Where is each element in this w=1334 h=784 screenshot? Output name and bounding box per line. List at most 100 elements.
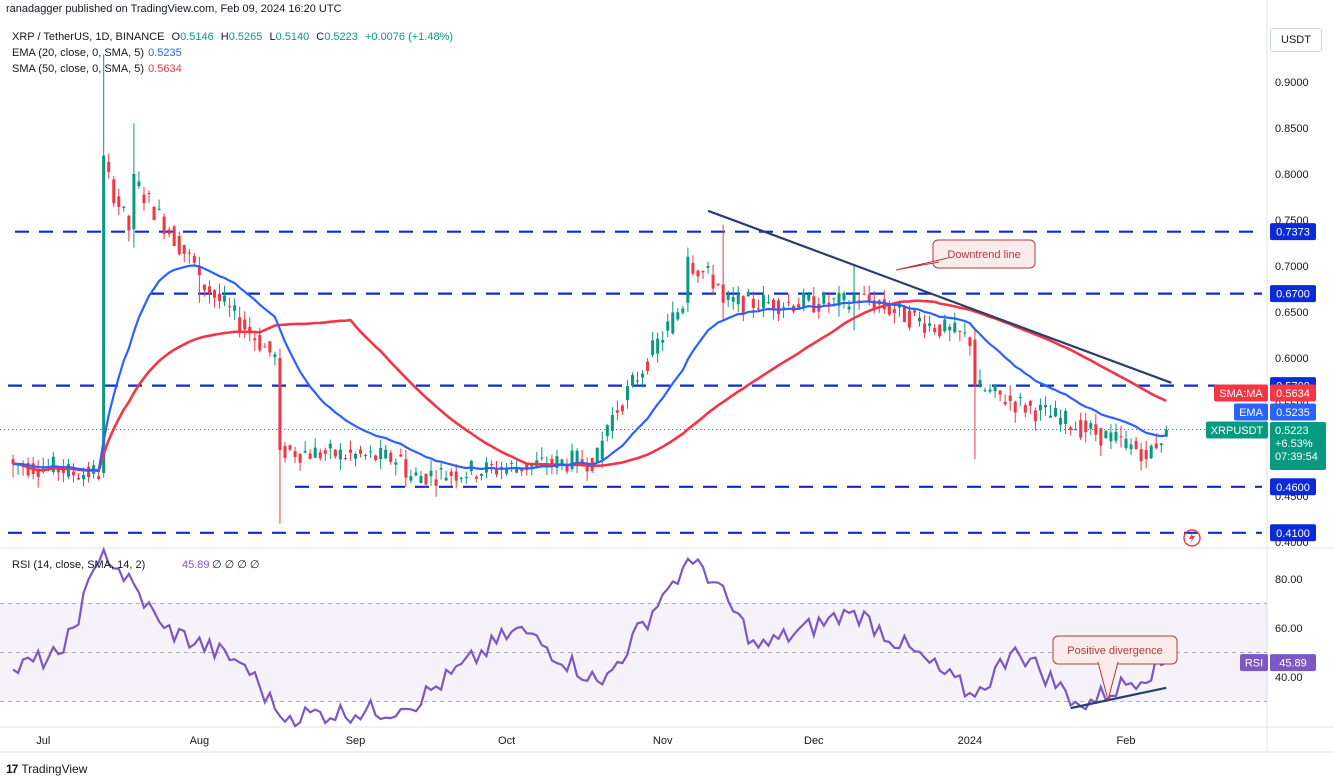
sma-legend[interactable]: SMA (50, close, 0, SMA, 5) 0.5634 xyxy=(12,63,186,75)
price-tick: 0.8500 xyxy=(1275,123,1309,135)
candle-body xyxy=(268,341,272,353)
candle-body xyxy=(132,174,136,230)
candle-body xyxy=(912,310,917,313)
candle-body xyxy=(661,339,665,343)
candle-body xyxy=(1033,410,1037,422)
price-tick: 0.9000 xyxy=(1275,77,1309,89)
candle-body xyxy=(308,453,312,459)
candle-body xyxy=(862,293,866,295)
candle-body xyxy=(379,448,383,460)
candle-body xyxy=(746,291,750,297)
low-label: L xyxy=(269,31,276,43)
rsi-label[interactable]: RSI (14, close, SMA, 14, 2) xyxy=(12,559,145,571)
candle-body xyxy=(394,462,398,465)
badge-sym-box xyxy=(1270,422,1326,470)
candle-body xyxy=(278,358,282,450)
time-tick: Jul xyxy=(36,735,50,747)
candle-body xyxy=(233,305,237,311)
candle-body xyxy=(998,390,1002,395)
candle-body xyxy=(1008,395,1012,401)
badge-ema-tag-bg xyxy=(1234,403,1268,421)
candle-body xyxy=(263,346,267,348)
sma-legend-value: 0.5634 xyxy=(148,63,182,75)
candle-body xyxy=(691,262,695,274)
rsi-label-extra: ∅ ∅ ∅ ∅ xyxy=(212,559,260,571)
candle-body xyxy=(751,298,755,308)
candle-body xyxy=(802,292,806,307)
candle-body xyxy=(389,452,393,463)
candle-body xyxy=(399,454,403,457)
rsi-label-value: 45.89 xyxy=(182,559,210,571)
symbol-title[interactable]: XRP / TetherUS, 1D, BINANCE xyxy=(12,31,165,43)
candle-body xyxy=(731,297,735,302)
badge-sym-tag-bg xyxy=(1206,421,1268,439)
candle-body xyxy=(424,474,428,485)
candle-body xyxy=(676,312,680,320)
candle-body xyxy=(404,459,408,478)
candle-body xyxy=(36,470,40,477)
candle-body xyxy=(1003,401,1007,405)
candle-body xyxy=(540,457,544,459)
candle-body xyxy=(303,450,307,453)
candle-body xyxy=(26,463,30,476)
candle-body xyxy=(1099,428,1103,446)
price-axis-ticks: 0.90000.85000.80000.75000.70000.65000.60… xyxy=(1275,77,1309,549)
tradingview-logo[interactable]: 17 TradingView xyxy=(6,762,87,776)
candle-body xyxy=(1139,449,1143,462)
candle-body xyxy=(993,384,997,392)
candle-body xyxy=(1028,401,1032,406)
rsi-axis-ticks: 80.00 60.00 40.00 xyxy=(1275,574,1303,684)
ema-legend[interactable]: EMA (20, close, 0, SMA, 5) 0.5235 xyxy=(12,47,186,59)
currency-button[interactable]: USDT xyxy=(1270,28,1322,52)
badge-0-4100: 0.4100 xyxy=(1276,528,1310,540)
candle-body xyxy=(137,181,141,187)
candle-body xyxy=(525,463,529,470)
candle-body xyxy=(323,450,327,454)
candle-body xyxy=(837,292,841,306)
candle-body xyxy=(409,476,413,481)
candle-body xyxy=(701,271,705,273)
candle-body xyxy=(1144,450,1148,460)
candle-body xyxy=(157,208,161,210)
candle-body xyxy=(172,226,176,247)
candle-body xyxy=(1059,417,1063,425)
candle-body xyxy=(736,294,740,305)
candle-body xyxy=(550,458,554,466)
candle-body xyxy=(167,229,171,234)
price-tick: 0.8000 xyxy=(1275,169,1309,181)
candle-body xyxy=(610,414,614,432)
candle-body xyxy=(273,354,277,358)
candle-body xyxy=(530,464,534,467)
badge-rsi-val-bg xyxy=(1270,654,1316,672)
candle-body xyxy=(812,296,816,313)
candle-body xyxy=(364,455,368,457)
candle-body xyxy=(228,306,232,308)
candle-body xyxy=(983,390,987,392)
candle-body xyxy=(243,319,247,330)
candle-body xyxy=(318,452,322,459)
high-value: 0.5265 xyxy=(228,31,263,43)
badge-sym-val: 0.5223 xyxy=(1275,425,1309,437)
candle-body xyxy=(152,206,156,221)
rsi-line xyxy=(12,546,1167,728)
candle-body xyxy=(439,468,443,470)
badge-sym-pct: +6.53% xyxy=(1275,438,1313,450)
price-tick: 0.7000 xyxy=(1275,261,1309,273)
badge-sma-val: 0.5634 xyxy=(1276,388,1310,400)
moving-averages xyxy=(12,264,1167,473)
candle-body xyxy=(333,449,337,457)
candle-body xyxy=(716,283,720,285)
time-tick: 2024 xyxy=(958,735,982,747)
badge-sma-tag: SMA:MA xyxy=(1219,388,1263,400)
candle-body xyxy=(1043,405,1047,408)
candle-body xyxy=(963,332,967,334)
flash-icon[interactable] xyxy=(1183,529,1201,547)
sma-legend-label: SMA (50, close, 0, SMA, 5) xyxy=(12,63,145,75)
candle-body xyxy=(147,193,151,195)
tradingview-logo-icon: 17 xyxy=(6,762,18,776)
candle-body xyxy=(636,380,640,382)
candle-body xyxy=(953,322,957,333)
candle-body xyxy=(1013,401,1017,413)
divergence-callout-pointer xyxy=(1097,661,1119,702)
